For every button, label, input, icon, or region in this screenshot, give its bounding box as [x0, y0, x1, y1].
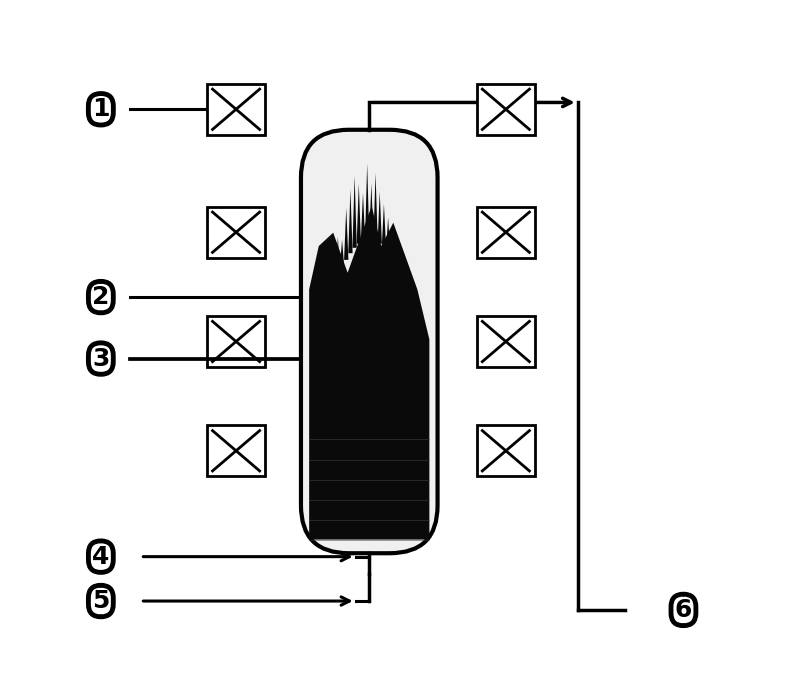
Polygon shape [423, 337, 428, 345]
Polygon shape [411, 292, 415, 308]
Polygon shape [327, 277, 332, 297]
Polygon shape [323, 276, 327, 308]
FancyBboxPatch shape [301, 130, 438, 553]
Polygon shape [419, 320, 424, 333]
Bar [477, 425, 535, 477]
Text: 6: 6 [674, 598, 692, 622]
Polygon shape [340, 240, 344, 268]
Text: 2: 2 [92, 285, 110, 309]
Polygon shape [357, 184, 361, 244]
Polygon shape [310, 333, 315, 345]
Polygon shape [361, 193, 365, 241]
Polygon shape [344, 208, 349, 260]
Text: 3: 3 [92, 346, 110, 371]
Polygon shape [331, 250, 336, 286]
Polygon shape [402, 266, 407, 286]
Polygon shape [382, 204, 386, 248]
Polygon shape [374, 173, 378, 241]
Bar [477, 316, 535, 367]
Text: 5: 5 [92, 589, 110, 613]
Polygon shape [336, 236, 340, 277]
Bar [477, 206, 535, 257]
Polygon shape [407, 269, 411, 297]
Bar [207, 84, 265, 135]
Polygon shape [369, 184, 374, 240]
Bar [207, 206, 265, 257]
Polygon shape [348, 189, 353, 253]
Polygon shape [415, 300, 419, 320]
Bar [207, 425, 265, 477]
Text: 4: 4 [92, 544, 110, 569]
Polygon shape [314, 309, 319, 333]
Polygon shape [386, 217, 390, 253]
Polygon shape [353, 176, 357, 248]
Polygon shape [390, 232, 394, 260]
Polygon shape [394, 244, 398, 268]
Polygon shape [319, 304, 323, 320]
Text: 1: 1 [92, 97, 110, 122]
Bar [207, 316, 265, 367]
Polygon shape [398, 245, 403, 277]
Polygon shape [309, 206, 430, 540]
Polygon shape [378, 192, 382, 244]
Polygon shape [365, 163, 370, 240]
Bar [477, 84, 535, 135]
